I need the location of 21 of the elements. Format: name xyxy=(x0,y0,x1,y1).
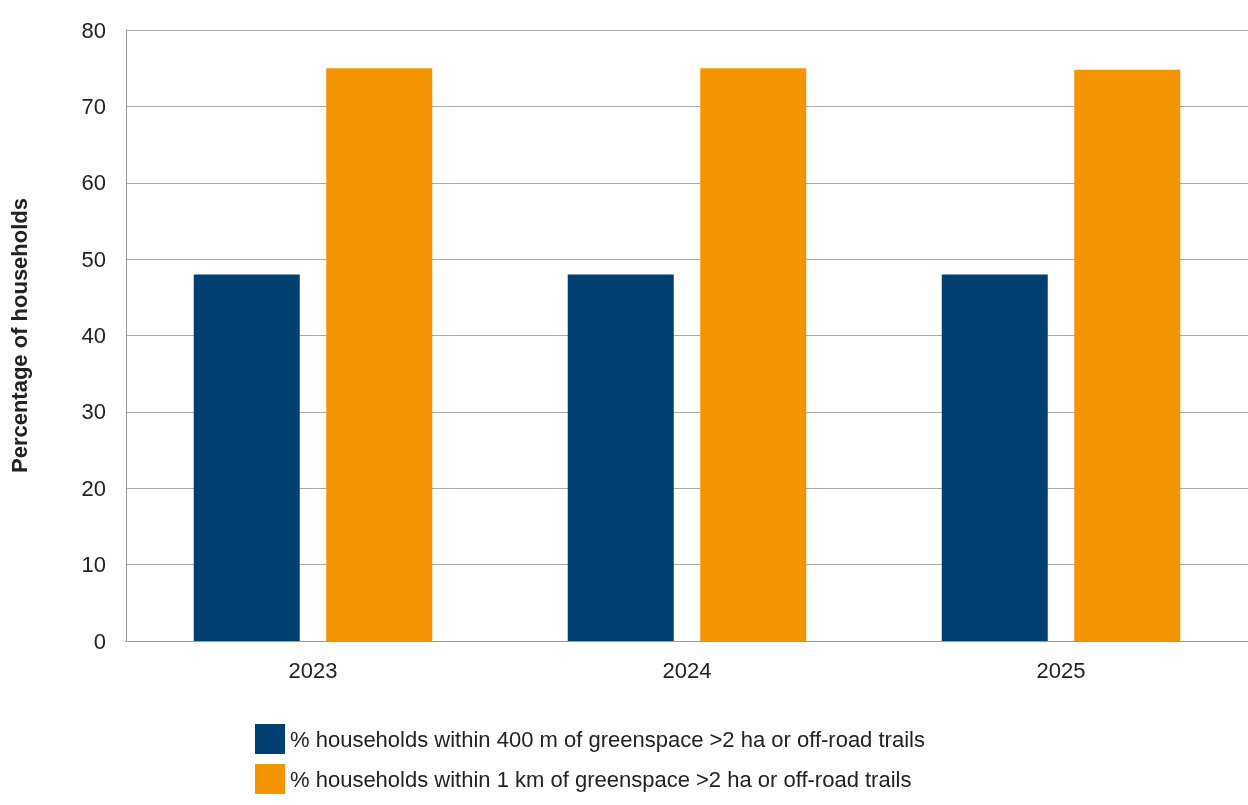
bar xyxy=(326,68,433,641)
y-tick-label: 70 xyxy=(81,93,106,119)
y-tick-label: 60 xyxy=(81,170,106,196)
x-tick-label: 2023 xyxy=(288,657,338,683)
y-tick-label: 80 xyxy=(81,17,106,43)
y-tick-label: 40 xyxy=(81,323,106,348)
y-tick-label: 50 xyxy=(81,246,106,272)
y-tick-label: 20 xyxy=(81,475,106,501)
bar xyxy=(567,274,674,641)
bar xyxy=(700,68,807,641)
x-tick-label: 2024 xyxy=(662,657,712,683)
bar xyxy=(1074,69,1181,641)
x-tick-label: 2025 xyxy=(1036,657,1086,683)
bar xyxy=(941,274,1048,641)
legend-label: % households within 1 km of greenspace >2 ha or off-road trails xyxy=(290,766,912,792)
y-tick-label: 0 xyxy=(93,628,106,654)
legend-label: % households within 400 m of greenspace >2 ha or off-road trails xyxy=(290,726,925,752)
bar xyxy=(193,274,300,641)
y-tick-label: 30 xyxy=(81,399,106,425)
y-tick-label: 10 xyxy=(81,552,106,578)
y-axis-title: Percentage of households xyxy=(6,197,32,474)
